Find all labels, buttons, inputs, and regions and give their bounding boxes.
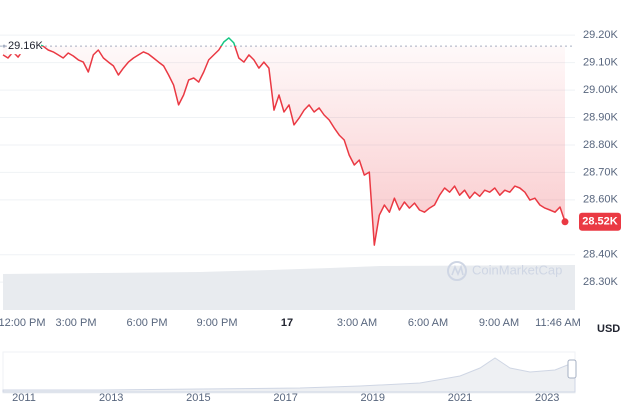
navigator-label: 2021 [448,392,472,404]
y-tick-label: 28.40K [583,249,619,261]
x-tick-label: 6:00 AM [408,317,448,329]
watermark-logo [447,261,467,281]
ref-dot [2,44,6,48]
navigator-label: 2015 [186,392,210,404]
navigator-handle[interactable] [567,359,577,379]
x-tick-label: 3:00 PM [56,317,97,329]
y-tick-label: 29.00K [583,84,619,96]
y-tick-label: 28.90K [583,111,619,123]
current-dot [561,218,569,226]
navigator-label: 2013 [99,392,123,404]
x-tick-label: 9:00 PM [197,317,238,329]
currency-label: USD [597,323,620,335]
x-tick-label: 12:00 PM [0,317,46,329]
grid: 29.20K 29.10K 29.00K 28.90K 28.80K 28.70K 28.6… [0,29,619,288]
area-fill [3,46,565,246]
volume-band [3,265,575,310]
x-tick-label: 9:00 AM [479,317,519,329]
x-tick-label: 11:46 AM [535,317,581,329]
navigator-label: 2017 [273,392,297,404]
price-line [2,37,566,246]
navigator-labels: 2011 2013 2015 2017 2019 2021 2023 [12,392,559,404]
y-tick-label: 29.10K [583,57,619,69]
navigator-label: 2023 [535,392,559,404]
y-tick-label: 29.20K [583,29,619,41]
navigator-label: 2011 [12,392,36,404]
x-tick-label: 17 [281,317,293,329]
current-price-label: 28.52K [582,216,618,228]
y-tick-label: 28.60K [583,194,619,206]
current-label-bg [579,212,621,231]
ref-label-bg [7,38,41,55]
navigator-label: 2019 [361,392,385,404]
y-tick-label: 28.70K [583,166,619,178]
navigator-area [2,357,576,393]
x-tick-label: 3:00 AM [337,317,377,329]
x-tick-label: 6:00 PM [127,317,168,329]
y-tick-label: 28.80K [583,139,619,151]
plot: 12:00 PM 3:00 PM 6:00 PM 9:00 PM 17 3:00 AM 6:… [0,37,621,329]
watermark: CoinMarketCap [472,262,562,277]
y-tick-label: 28.30K [583,276,619,288]
reference-label: 29.16K [8,40,44,52]
